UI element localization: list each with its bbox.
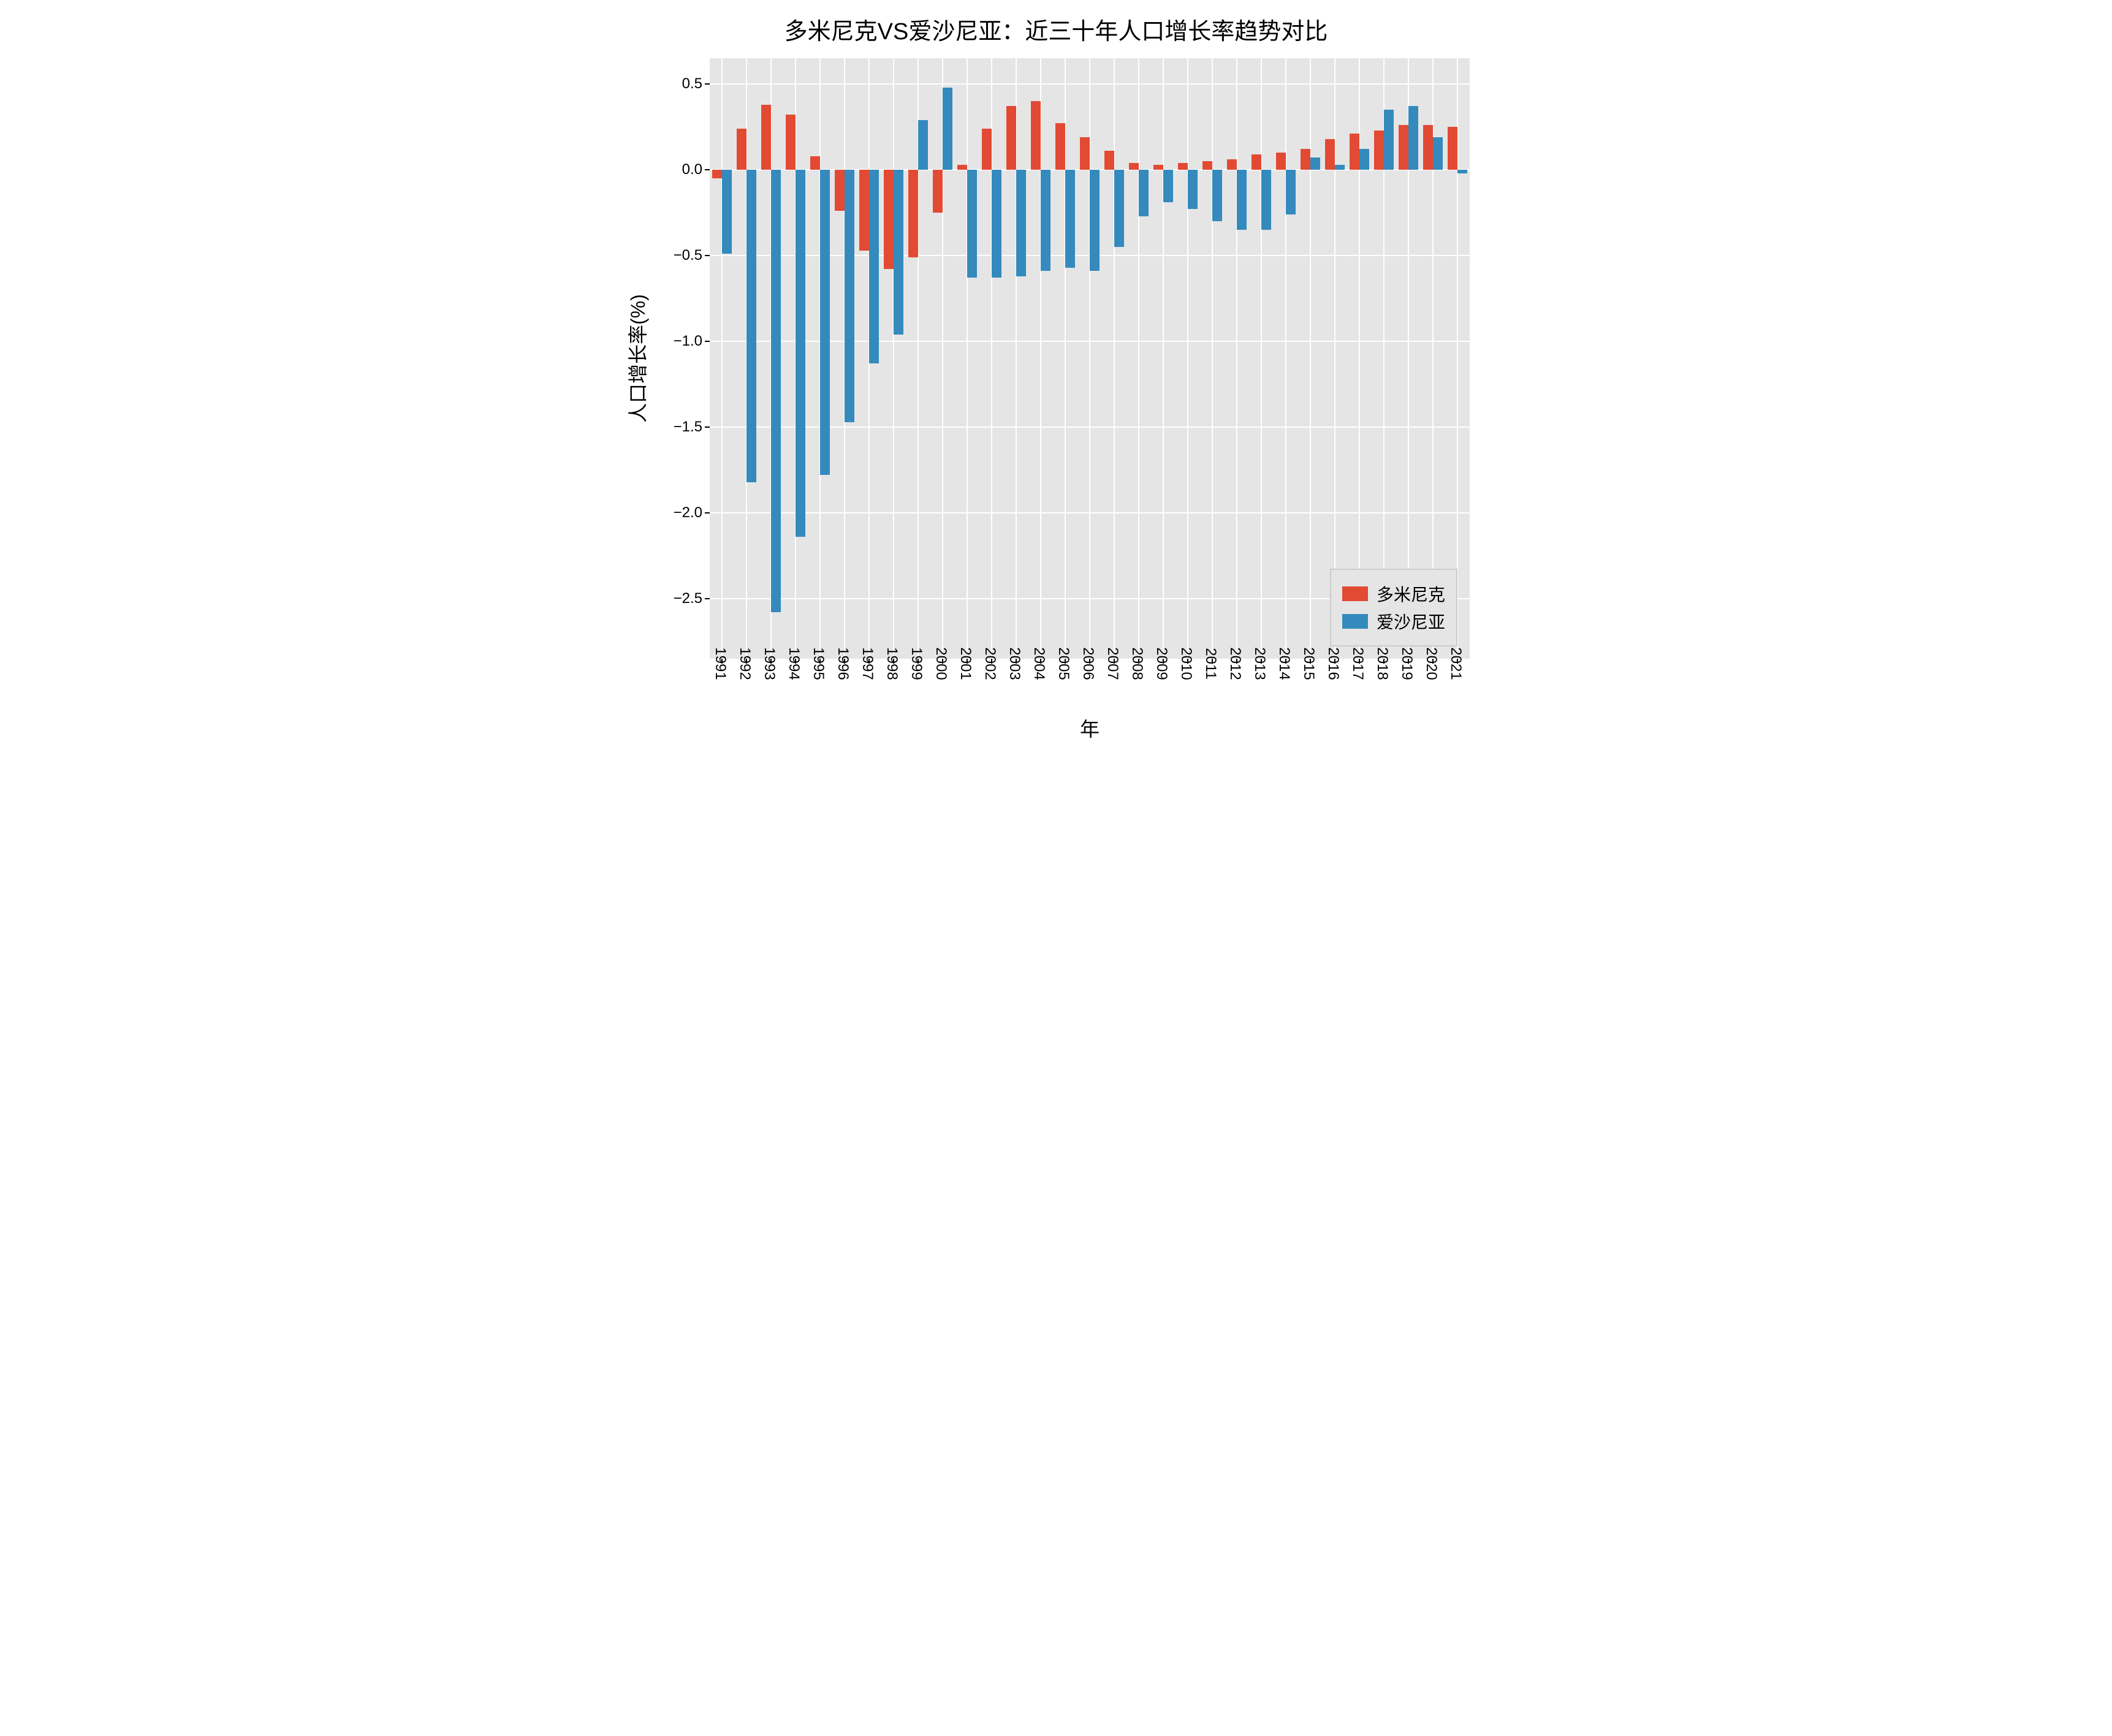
x-tick-label: 1992	[736, 647, 757, 680]
y-axis-label: 人口增长率(%)	[623, 294, 651, 423]
x-tick-mark	[1432, 659, 1434, 664]
x-tick-mark	[991, 659, 992, 664]
x-tick-label: 2012	[1226, 647, 1247, 680]
x-tick-mark	[1310, 659, 1311, 664]
x-tick-mark	[1089, 659, 1090, 664]
x-tick-mark	[1040, 659, 1041, 664]
x-tick-label: 2018	[1373, 647, 1394, 680]
x-tick-label: 1993	[761, 647, 781, 680]
x-tick-mark	[1114, 659, 1115, 664]
x-tick-mark	[1236, 659, 1237, 664]
x-tick-label: 2021	[1447, 647, 1468, 680]
plot-wrap: 人口增长率(%) −2.5−2.0−1.5−1.0−0.50.00.5 1991…	[618, 52, 1494, 751]
y-tick-mark	[705, 83, 710, 85]
x-tick-mark	[1163, 659, 1164, 664]
legend-item: 多米尼克	[1342, 582, 1445, 606]
x-tick-mark	[967, 659, 968, 664]
x-tick-label: 2014	[1275, 647, 1296, 680]
chart-container: 多米尼克VS爱沙尼亚：近三十年人口增长率趋势对比 人口增长率(%) −2.5−2…	[602, 12, 1510, 751]
x-tick-label: 2015	[1300, 647, 1321, 680]
x-tick-label: 1997	[859, 647, 879, 680]
plot-area: −2.5−2.0−1.5−1.0−0.50.00.5 1991199219931…	[710, 58, 1470, 659]
y-tick-mark	[705, 255, 710, 256]
x-tick-label: 2008	[1128, 647, 1149, 680]
x-tick-mark	[917, 659, 919, 664]
x-axis-label: 年	[1080, 714, 1100, 742]
y-tick-mark	[705, 598, 710, 599]
legend-label: 多米尼克	[1377, 582, 1445, 606]
x-tick-mark	[1065, 659, 1066, 664]
x-tick-label: 2005	[1055, 647, 1076, 680]
x-tick-label: 2010	[1177, 647, 1198, 680]
x-tick-mark	[1334, 659, 1335, 664]
legend-item: 爱沙尼亚	[1342, 609, 1445, 634]
x-tick-mark	[1285, 659, 1286, 664]
x-tick-mark	[819, 659, 821, 664]
x-tick-label: 2007	[1104, 647, 1125, 680]
x-tick-mark	[1457, 659, 1458, 664]
legend-swatch	[1342, 586, 1368, 601]
x-tick-mark	[795, 659, 796, 664]
x-tick-mark	[1383, 659, 1385, 664]
x-tick-label: 2020	[1423, 647, 1443, 680]
x-tick-mark	[1187, 659, 1188, 664]
x-tick-label: 1995	[810, 647, 830, 680]
x-tick-mark	[1138, 659, 1139, 664]
x-tick-label: 2011	[1202, 648, 1223, 680]
x-tick-mark	[942, 659, 943, 664]
x-tick-mark	[770, 659, 772, 664]
x-tick-mark	[1212, 659, 1213, 664]
legend-label: 爱沙尼亚	[1377, 609, 1445, 634]
x-tick-label: 2002	[981, 647, 1002, 680]
x-tick-label: 1999	[908, 647, 929, 680]
legend: 多米尼克爱沙尼亚	[1330, 569, 1457, 646]
x-tick-label: 2006	[1079, 647, 1100, 680]
x-tick-label: 1991	[712, 647, 732, 680]
x-tick-mark	[746, 659, 747, 664]
x-tick-label: 1996	[834, 647, 855, 680]
legend-swatch	[1342, 614, 1368, 629]
x-tick-label: 2017	[1349, 647, 1370, 680]
x-tick-label: 2001	[957, 647, 978, 680]
x-tick-mark	[1261, 659, 1262, 664]
x-tick-mark	[1359, 659, 1360, 664]
x-tick-label: 2016	[1324, 647, 1345, 680]
y-tick-mark	[705, 512, 710, 514]
x-tick-label: 1994	[785, 647, 806, 680]
x-tick-mark	[868, 659, 870, 664]
x-tick-mark	[1016, 659, 1017, 664]
chart-title: 多米尼克VS爱沙尼亚：近三十年人口增长率趋势对比	[602, 12, 1510, 46]
y-tick-mark	[705, 341, 710, 342]
x-tick-mark	[721, 659, 723, 664]
x-tick-label: 2003	[1006, 647, 1027, 680]
x-tick-label: 1998	[883, 647, 904, 680]
x-tick-mark	[1408, 659, 1409, 664]
x-tick-label: 2004	[1030, 647, 1051, 680]
y-tick-mark	[705, 426, 710, 428]
x-tick-mark	[844, 659, 845, 664]
x-tick-label: 2019	[1398, 647, 1419, 680]
x-tick-label: 2009	[1153, 647, 1174, 680]
x-tick-mark	[893, 659, 894, 664]
y-tick-mark	[705, 169, 710, 170]
x-tick-label: 2013	[1251, 647, 1272, 680]
x-tick-label: 2000	[932, 647, 953, 680]
